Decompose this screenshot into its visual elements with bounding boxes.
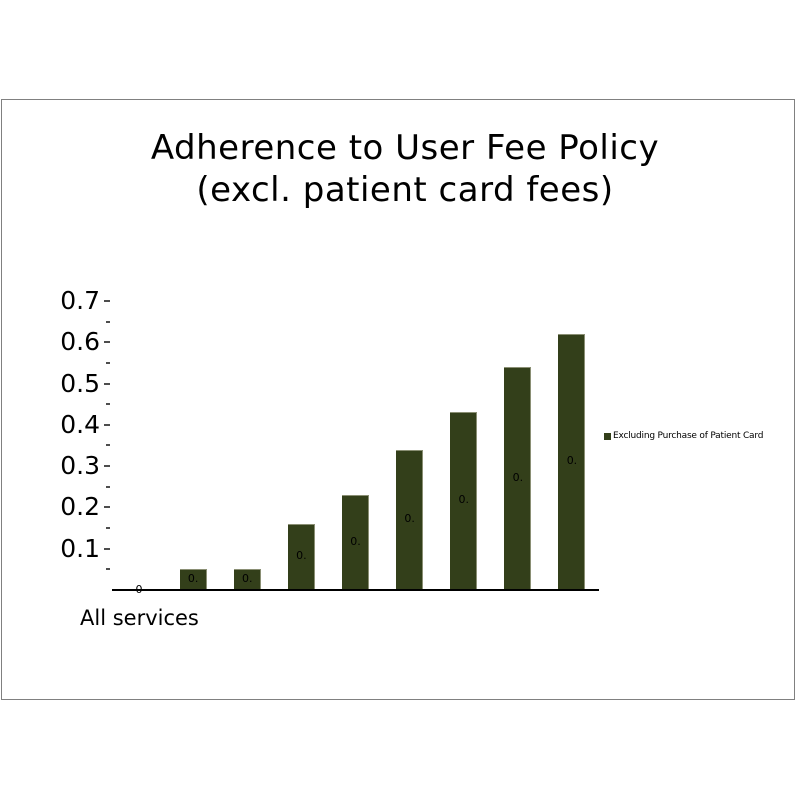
slide-frame — [1, 99, 795, 700]
chart-title-line-2: (excl. patient card fees) — [196, 170, 614, 210]
legend-series-marker — [604, 433, 611, 440]
legend-series-label: Excluding Purchase of Patient Card — [613, 431, 764, 441]
chart-title: Adherence to User Fee Policy (excl. pati… — [100, 127, 710, 211]
chart-title-line-1: Adherence to User Fee Policy — [150, 128, 660, 168]
x-axis-category-label: All services — [80, 606, 199, 630]
legend: Excluding Purchase of Patient Card — [604, 431, 763, 442]
